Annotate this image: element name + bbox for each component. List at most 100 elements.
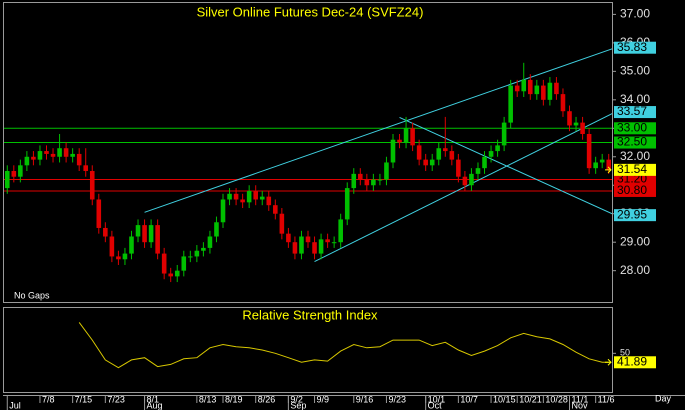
- candle-body: [397, 139, 402, 143]
- value-box: [614, 122, 656, 135]
- candle-body: [305, 236, 311, 243]
- candle-body: [443, 148, 448, 152]
- candle-body: [371, 179, 376, 186]
- candle-body: [83, 165, 89, 172]
- overlay: Silver Online Futures Dec-24 (SVFZ24) No…: [6, 4, 672, 410]
- candle-body: [554, 82, 559, 95]
- x-tick-label: 10/15: [493, 394, 516, 404]
- value-box: [614, 184, 656, 197]
- annotation: No Gaps: [14, 290, 50, 300]
- value-box-label: 30.80: [617, 183, 647, 197]
- value-box-label: 35.83: [617, 40, 647, 54]
- candle-body: [599, 159, 605, 163]
- candle-body: [4, 171, 10, 189]
- y-tick-label: 29.00: [620, 234, 650, 248]
- candle-body: [541, 85, 546, 100]
- candle-body: [148, 225, 154, 243]
- candle-body: [129, 236, 134, 254]
- x-tick-label: 8/1: [147, 394, 160, 404]
- x-tick-label: 8/19: [225, 394, 243, 404]
- candle-body: [201, 247, 206, 251]
- x-tick-label: 10/28: [545, 394, 568, 404]
- candle-body: [462, 176, 468, 186]
- candle-body: [96, 199, 102, 228]
- x-tick-label: 9/23: [388, 394, 406, 404]
- candle-body: [266, 196, 272, 206]
- chart-title: Silver Online Futures Dec-24 (SVFZ24): [197, 4, 424, 19]
- candle-body: [501, 122, 507, 146]
- trend-line: [144, 48, 612, 213]
- candle-body: [560, 94, 566, 112]
- month-label: Jul: [9, 400, 21, 410]
- candle-body: [89, 171, 95, 200]
- trend-line: [399, 117, 612, 215]
- x-axis-label: Day: [655, 393, 672, 403]
- candle-body: [168, 273, 173, 277]
- candle-body: [514, 85, 520, 92]
- value-box: [614, 106, 656, 119]
- candle-body: [220, 199, 226, 223]
- candle-body: [11, 171, 17, 177]
- candle-body: [31, 156, 36, 160]
- candle-body: [214, 222, 219, 237]
- candle-body: [103, 227, 108, 237]
- candle-body: [436, 148, 442, 160]
- rsi-title: Relative Strength Index: [242, 307, 378, 322]
- candle-body: [253, 190, 258, 200]
- y-tick-label: 28.00: [620, 263, 650, 277]
- candle-body: [227, 193, 232, 200]
- candle-body: [547, 82, 553, 100]
- candle-body: [410, 128, 415, 146]
- candle-body: [155, 225, 160, 254]
- candle-body: [364, 179, 370, 186]
- month-label: Oct: [428, 400, 443, 410]
- price-panel: [3, 2, 613, 303]
- candle-body: [456, 159, 461, 177]
- candle-body: [273, 205, 278, 214]
- candle-body: [233, 193, 239, 200]
- candle-body: [312, 242, 317, 254]
- candle-body: [508, 85, 513, 123]
- x-tick-label: 10/1: [428, 394, 446, 404]
- x-tick-label: 9/16: [356, 394, 374, 404]
- month-label: Nov: [572, 400, 589, 410]
- candle-body: [318, 239, 324, 254]
- candle-body: [181, 256, 187, 271]
- value-box-label: 33.00: [617, 120, 647, 134]
- value-box-label: 41.89: [617, 354, 647, 368]
- candle-body: [429, 159, 435, 166]
- candle-body: [475, 168, 481, 174]
- candle-body: [57, 148, 62, 157]
- candle-body: [70, 153, 75, 157]
- candle-body: [521, 79, 527, 92]
- value-box-label: 32.50: [617, 135, 647, 149]
- candle-body: [50, 153, 56, 157]
- value-box: [614, 136, 656, 149]
- candle-body: [259, 196, 265, 200]
- value-box: [614, 41, 656, 54]
- candle-body: [325, 239, 330, 243]
- candle-body: [279, 213, 285, 234]
- candle-body: [449, 151, 455, 160]
- rsi-plot: [78, 322, 609, 369]
- candle-body: [469, 173, 474, 186]
- rsi-line: [78, 322, 609, 369]
- candle-body: [573, 122, 579, 126]
- candle-body: [482, 156, 487, 169]
- y-tick-label: 32.00: [620, 149, 650, 163]
- candle-body: [142, 225, 147, 243]
- candle-body: [580, 122, 585, 134]
- x-tick-label: 10/7: [460, 394, 478, 404]
- candle-body: [358, 173, 363, 180]
- candle-body: [423, 159, 428, 166]
- x-tick-label: 9/2: [290, 394, 303, 404]
- value-box: [614, 356, 656, 369]
- candle-body: [488, 151, 494, 157]
- candle-body: [18, 165, 23, 177]
- candle-body: [161, 253, 167, 274]
- value-box: [614, 163, 656, 176]
- candle-body: [351, 173, 357, 189]
- candle-body: [331, 242, 337, 244]
- candle-body: [495, 145, 500, 152]
